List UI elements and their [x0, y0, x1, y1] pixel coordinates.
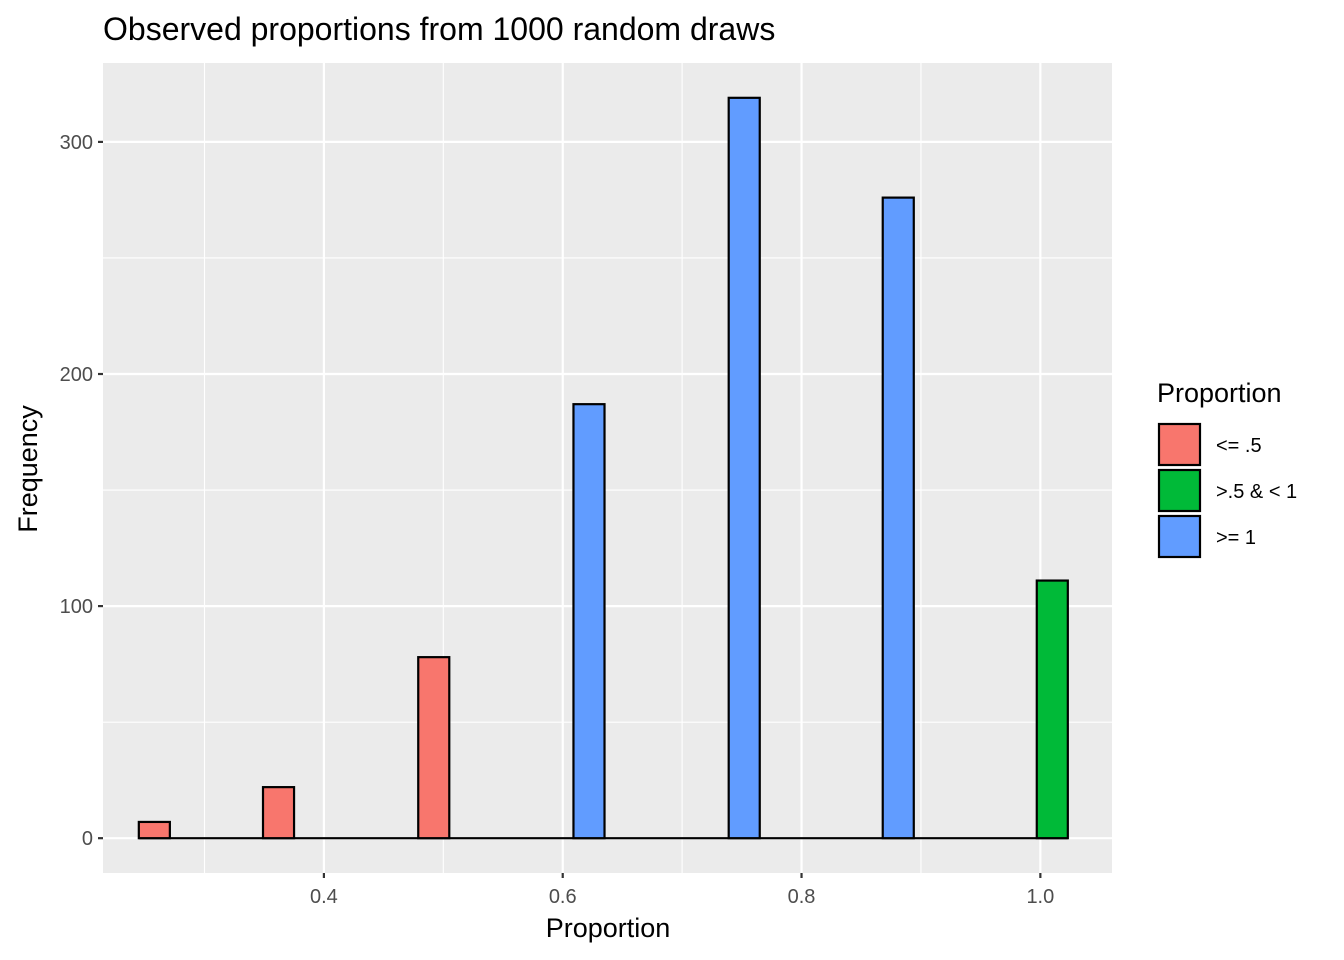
x-tick-label: 1.0 — [1026, 886, 1054, 908]
y-tick-label: 100 — [60, 596, 93, 618]
legend-key — [1157, 514, 1202, 559]
legend: Proportion <= .5 >.5 & < 1 >= 1 — [1157, 378, 1297, 559]
histogram-bar — [881, 196, 915, 840]
y-tick-label: 300 — [60, 132, 93, 154]
legend-label: >= 1 — [1216, 527, 1256, 549]
y-axis-title: Frequency — [13, 405, 43, 533]
histogram-bars — [137, 96, 1069, 840]
x-tick-label: 0.8 — [788, 886, 816, 908]
histogram-bar — [727, 96, 761, 840]
histogram-bar — [137, 820, 171, 840]
x-axis-title: Proportion — [546, 913, 671, 943]
x-axis: 0.4 0.6 0.8 1.0 — [310, 873, 1054, 908]
y-axis: 0 100 200 300 — [60, 132, 103, 850]
plot-panel — [103, 63, 1112, 873]
chart-title: Observed proportions from 1000 random dr… — [103, 11, 775, 47]
y-tick-label: 200 — [60, 364, 93, 386]
legend-label: >.5 & < 1 — [1216, 481, 1297, 503]
grid-minor-lines — [103, 63, 1112, 873]
legend-label: <= .5 — [1216, 435, 1262, 457]
legend-key — [1157, 468, 1202, 513]
x-tick-label: 0.4 — [310, 886, 338, 908]
legend-key — [1157, 422, 1202, 467]
histogram-bar — [261, 786, 296, 840]
histogram-bar — [417, 656, 451, 840]
x-tick-label: 0.6 — [549, 886, 577, 908]
histogram-bar — [1035, 579, 1069, 840]
histogram-bar — [572, 403, 606, 840]
legend-title: Proportion — [1157, 378, 1282, 408]
y-tick-label: 0 — [82, 828, 93, 850]
